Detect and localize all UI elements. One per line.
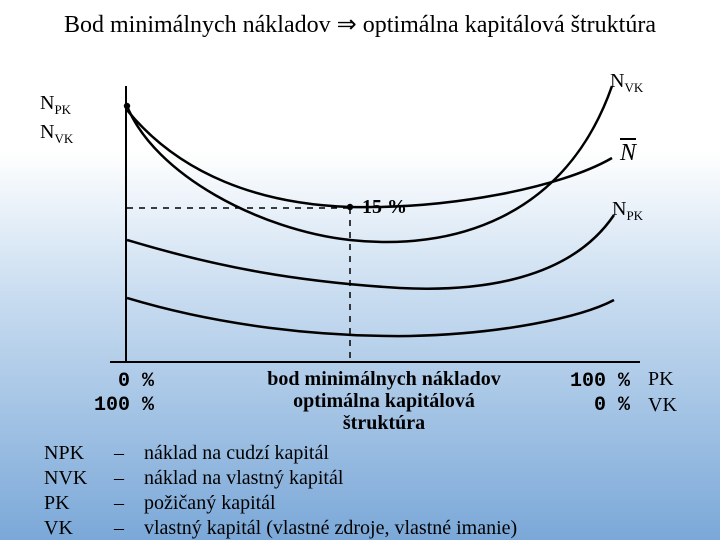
scale-left-0: 0 % bbox=[84, 370, 154, 393]
legend-row: PK – požičaný kapitál bbox=[44, 492, 517, 515]
legend-text: požičaný kapitál bbox=[144, 492, 276, 515]
curve-npk bbox=[127, 215, 614, 289]
left-axis-label: NPK NVK bbox=[40, 92, 73, 150]
legend-key: VK bbox=[44, 517, 114, 540]
legend-dash: – bbox=[114, 492, 144, 515]
caption-line2: optimálna kapitálová bbox=[244, 390, 524, 412]
curve-label-npk: NPK bbox=[612, 198, 643, 224]
legend-row: NPK – náklad na cudzí kapitál bbox=[44, 442, 517, 465]
legend-dash: – bbox=[114, 467, 144, 490]
dot-origin bbox=[124, 103, 130, 109]
legend-row: NVK – náklad na vlastný kapitál bbox=[44, 467, 517, 490]
scale-right-0: 0 % bbox=[560, 394, 630, 417]
vk-label: VK bbox=[648, 394, 677, 417]
legend-dash: – bbox=[114, 442, 144, 465]
legend-key: PK bbox=[44, 492, 114, 515]
slide: Bod minimálnych nákladov ⇒ optimálna kap… bbox=[0, 0, 720, 540]
legend-row: VK – vlastný kapitál (vlastné zdroje, vl… bbox=[44, 517, 517, 540]
left-axis-label-nvk: NVK bbox=[40, 121, 73, 150]
legend-key: NPK bbox=[44, 442, 114, 465]
nbar-overline bbox=[620, 138, 636, 140]
caption-line3: štruktúra bbox=[244, 412, 524, 434]
pk-label: PK bbox=[648, 368, 674, 391]
legend-text: náklad na cudzí kapitál bbox=[144, 442, 329, 465]
scale-left-100: 100 % bbox=[84, 394, 154, 417]
annotation-15pct: 15 % bbox=[362, 196, 407, 219]
legend-key: NVK bbox=[44, 467, 114, 490]
caption-optimum: bod minimálnych nákladov optimálna kapit… bbox=[244, 368, 524, 434]
dot-optimum bbox=[347, 204, 353, 210]
curve-label-nvk: NVK bbox=[610, 70, 643, 96]
legend-dash: – bbox=[114, 517, 144, 540]
curve-label-nbar: N bbox=[620, 140, 636, 167]
legend-text: náklad na vlastný kapitál bbox=[144, 467, 343, 490]
curve-bottom bbox=[127, 298, 614, 336]
legend-text: vlastný kapitál (vlastné zdroje, vlastné… bbox=[144, 517, 517, 540]
caption-line1: bod minimálnych nákladov bbox=[244, 368, 524, 390]
scale-right-100: 100 % bbox=[560, 370, 630, 393]
left-axis-label-npk: NPK bbox=[40, 92, 73, 121]
legend: NPK – náklad na cudzí kapitál NVK – nákl… bbox=[44, 442, 517, 540]
